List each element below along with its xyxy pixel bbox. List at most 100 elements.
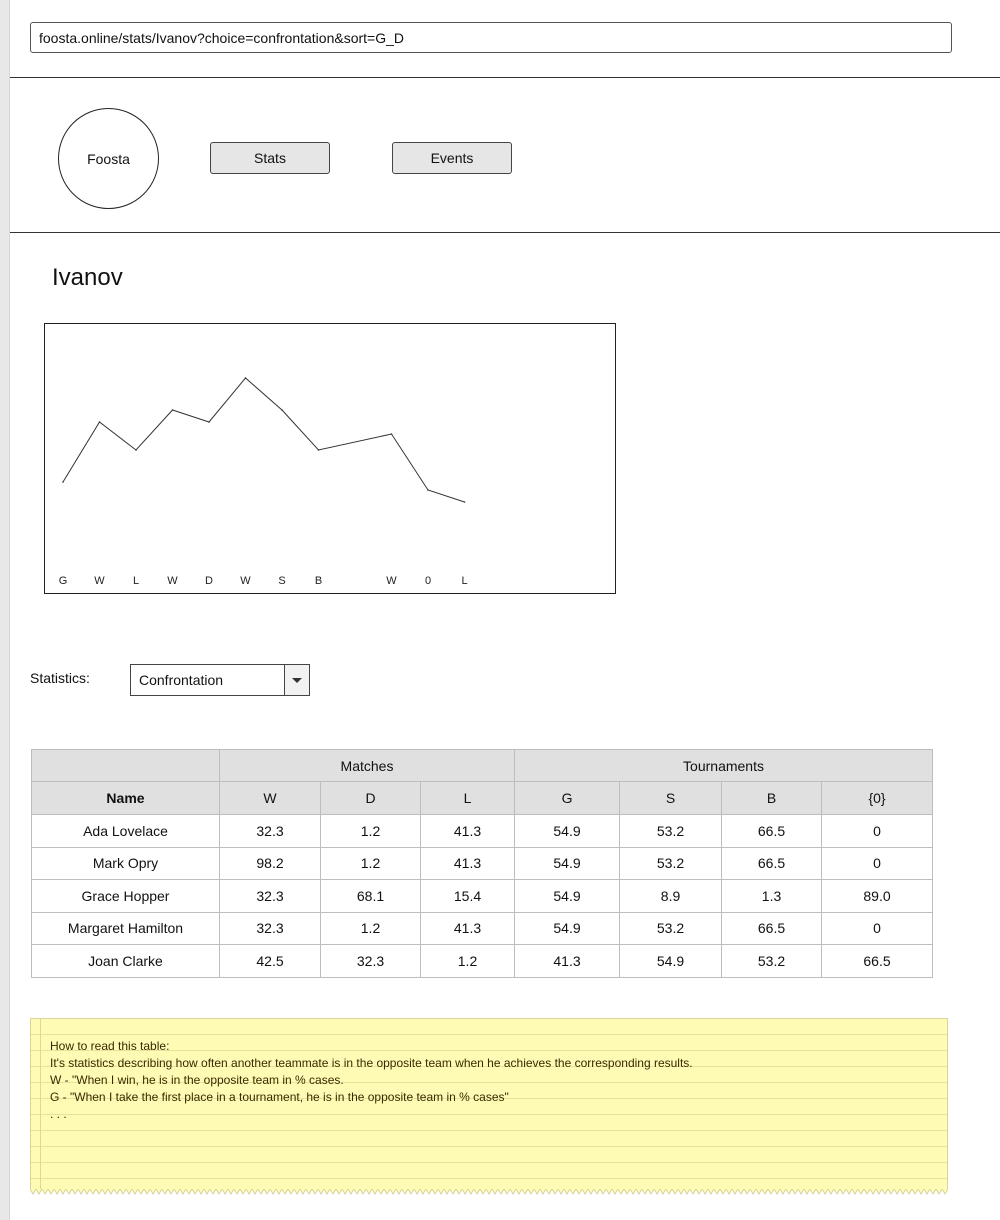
chart-x-tick-label: W: [94, 575, 105, 587]
table-row[interactable]: Margaret Hamilton 32.3 1.2 41.3 54.9 53.2 66.5…: [31, 911, 934, 945]
table-cell-name: Ada Lovelace: [31, 814, 220, 848]
note-margin-line: [40, 1019, 41, 1189]
chart-x-tick-label: 0: [425, 575, 431, 587]
table-header-name[interactable]: Name: [31, 781, 220, 815]
url-text: foosta.online/stats/Ivanov?choice=confro…: [39, 30, 404, 46]
chart-x-tick-label: B: [315, 575, 322, 587]
table-cell-value: 66.5: [821, 944, 934, 978]
note-line: G - "When I take the first place in a to…: [50, 1090, 509, 1104]
table-cell-value: 66.5: [721, 911, 823, 945]
chevron-down-icon[interactable]: [284, 665, 309, 695]
stats-nav-button[interactable]: Stats: [210, 142, 330, 174]
chart-point: [135, 449, 137, 451]
table-cell-value: 53.2: [619, 911, 723, 945]
performance-chart: G W L W D W S B W 0 L: [44, 323, 616, 594]
table-cell-value: 32.3: [219, 879, 321, 913]
table-cell-name: Margaret Hamilton: [31, 911, 220, 945]
table-cell-value: 1.2: [419, 944, 516, 978]
chart-point: [62, 481, 64, 483]
table-cell-name: Joan Clarke: [31, 944, 220, 978]
table-header-col[interactable]: W: [219, 781, 321, 815]
table-row[interactable]: Grace Hopper 32.3 68.1 15.4 54.9 8.9 1.3 89.0: [31, 879, 934, 913]
table-cell-value: 0: [821, 846, 934, 880]
table-cell-value: 66.5: [721, 846, 823, 880]
table-cell-value: 54.9: [619, 944, 723, 978]
logo-text: Foosta: [87, 150, 130, 167]
note-line: It's statistics describing how often ano…: [50, 1056, 693, 1070]
table-header-col[interactable]: S: [619, 781, 723, 815]
table-cell-value: 89.0: [821, 879, 934, 913]
note-line: . . .: [50, 1107, 67, 1121]
table-header-col[interactable]: D: [320, 781, 421, 815]
chart-point: [463, 501, 466, 503]
events-nav-button[interactable]: Events: [392, 142, 512, 174]
table-cell-value: 1.2: [320, 846, 421, 880]
table-cell-value: 42.5: [219, 944, 321, 978]
table-row[interactable]: Ada Lovelace 32.3 1.2 41.3 54.9 53.2 66.5 0: [31, 814, 934, 848]
page-title: Ivanov: [52, 264, 123, 291]
table-cell-value: 68.1: [320, 879, 421, 913]
chart-point: [171, 409, 174, 411]
table-group-header-row: Matches Tournaments: [31, 749, 934, 782]
table-header-col[interactable]: L: [419, 781, 516, 815]
table-cell-value: 1.2: [320, 814, 421, 848]
table-cell-value: 1.3: [721, 879, 823, 913]
browser-left-gutter: [0, 0, 10, 1220]
url-bar[interactable]: foosta.online/stats/Ivanov?choice=confro…: [30, 22, 952, 53]
chart-x-tick-label: L: [461, 575, 467, 587]
table-cell-value: 41.3: [419, 846, 516, 880]
table-cell-value: 1.2: [320, 911, 421, 945]
statistics-label: Statistics:: [30, 670, 90, 686]
table-row[interactable]: Mark Opry 98.2 1.2 41.3 54.9 53.2 66.5 0: [31, 846, 934, 880]
table-cell-value: 41.3: [419, 814, 516, 848]
table-body: Ada Lovelace 32.3 1.2 41.3 54.9 53.2 66.5 0 Mark…: [31, 814, 934, 978]
chart-canvas: G W L W D W S B W 0 L: [59, 377, 468, 587]
table-header-col[interactable]: {0}: [821, 781, 934, 815]
chart-x-tick-label: L: [133, 575, 139, 587]
header-bottom-divider: [10, 232, 1000, 233]
note-text: How to read this table: It's statistics d…: [50, 1038, 693, 1123]
table-cell-value: 54.9: [514, 814, 621, 848]
table-cell-name: Mark Opry: [31, 846, 220, 880]
table-cell-value: 0: [821, 814, 934, 848]
chart-x-tick-label: G: [59, 575, 68, 587]
statistics-table: Matches Tournaments Name W D L G S B {0} Ada Lo…: [31, 749, 934, 978]
table-header-col[interactable]: G: [514, 781, 621, 815]
table-cell-value: 32.3: [219, 814, 321, 848]
chart-point: [317, 449, 320, 451]
table-cell-value: 53.2: [619, 846, 723, 880]
statistics-select[interactable]: Confrontation: [130, 664, 310, 696]
table-header-col[interactable]: B: [721, 781, 823, 815]
table-cell-value: 15.4: [419, 879, 516, 913]
table-cell-value: 41.3: [419, 911, 516, 945]
chart-series-line: [62, 377, 465, 503]
table-column-header-row: Name W D L G S B {0}: [31, 781, 934, 815]
header-top-divider: [10, 77, 1000, 78]
table-cell-value: 66.5: [721, 814, 823, 848]
chart-point: [390, 433, 393, 435]
table-cell-value: 0: [821, 911, 934, 945]
table-cell-value: 41.3: [514, 944, 621, 978]
table-cell-name: Grace Hopper: [31, 879, 220, 913]
chart-x-tick-label: D: [205, 575, 213, 587]
chart-point: [427, 489, 429, 491]
help-note: How to read this table: It's statistics d…: [30, 1018, 948, 1195]
chart-x-tick-label: W: [386, 575, 397, 587]
chart-point: [281, 409, 283, 411]
note-line: W - "When I win, he is in the opposite t…: [50, 1073, 344, 1087]
chart-x-tick-label: W: [240, 575, 251, 587]
table-cell-value: 54.9: [514, 911, 621, 945]
table-cell-value: 8.9: [619, 879, 723, 913]
table-cell-value: 53.2: [619, 814, 723, 848]
chart-x-tick-label: W: [167, 575, 178, 587]
table-row[interactable]: Joan Clarke 42.5 32.3 1.2 41.3 54.9 53.2 66.5: [31, 944, 934, 978]
chart-x-tick-label: S: [278, 575, 285, 587]
logo[interactable]: Foosta: [58, 108, 159, 209]
table-cell-value: 32.3: [219, 911, 321, 945]
table-cell-value: 54.9: [514, 846, 621, 880]
table-cell-value: 53.2: [721, 944, 823, 978]
table-cell-value: 32.3: [320, 944, 421, 978]
table-group-header-matches: Matches: [218, 749, 516, 782]
table-cell-value: 54.9: [514, 879, 621, 913]
note-torn-edge: [30, 1189, 948, 1195]
